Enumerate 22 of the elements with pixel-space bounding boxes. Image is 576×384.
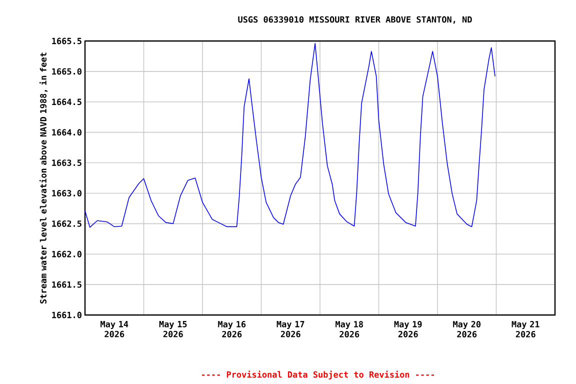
y-tick-label: 1664.5 [52, 98, 82, 106]
chart-title: USGS 06339010 MISSOURI RIVER ABOVE STANTON, ND [238, 16, 472, 24]
y-tick-label: 1661.5 [52, 281, 82, 288]
text: ---- Provisional Data Subject to Revision ---- [202, 370, 434, 380]
x-tick-label: May 14 2026 [100, 321, 128, 338]
x-tick-label: May 20 2026 [453, 321, 481, 338]
line-series [85, 43, 496, 228]
x-tick-label: May 19 2026 [394, 321, 422, 338]
x-tick-label: May 21 2026 [512, 321, 540, 338]
x-tick-label: May 16 2026 [218, 321, 246, 338]
x-tick-label: May 15 2026 [159, 321, 187, 338]
y-tick-label: 1663.0 [52, 190, 82, 196]
y-tick-label: 1662.0 [52, 250, 82, 258]
x-tick-label: May 17 2026 [276, 321, 304, 338]
y-tick-label: 1664.0 [52, 129, 82, 136]
y-tick-label: 1661.0 [52, 312, 82, 318]
y-tick-label: 1662.5 [52, 220, 82, 227]
y-tick-label: 1665.5 [52, 38, 82, 44]
y-axis-title: Stream water level elevation above NAVD 1988, in feet [39, 52, 48, 304]
y-tick-label: 1663.5 [52, 160, 82, 166]
y-tick-label: 1665.0 [52, 68, 82, 75]
x-tick-label: May 18 2026 [336, 321, 363, 338]
